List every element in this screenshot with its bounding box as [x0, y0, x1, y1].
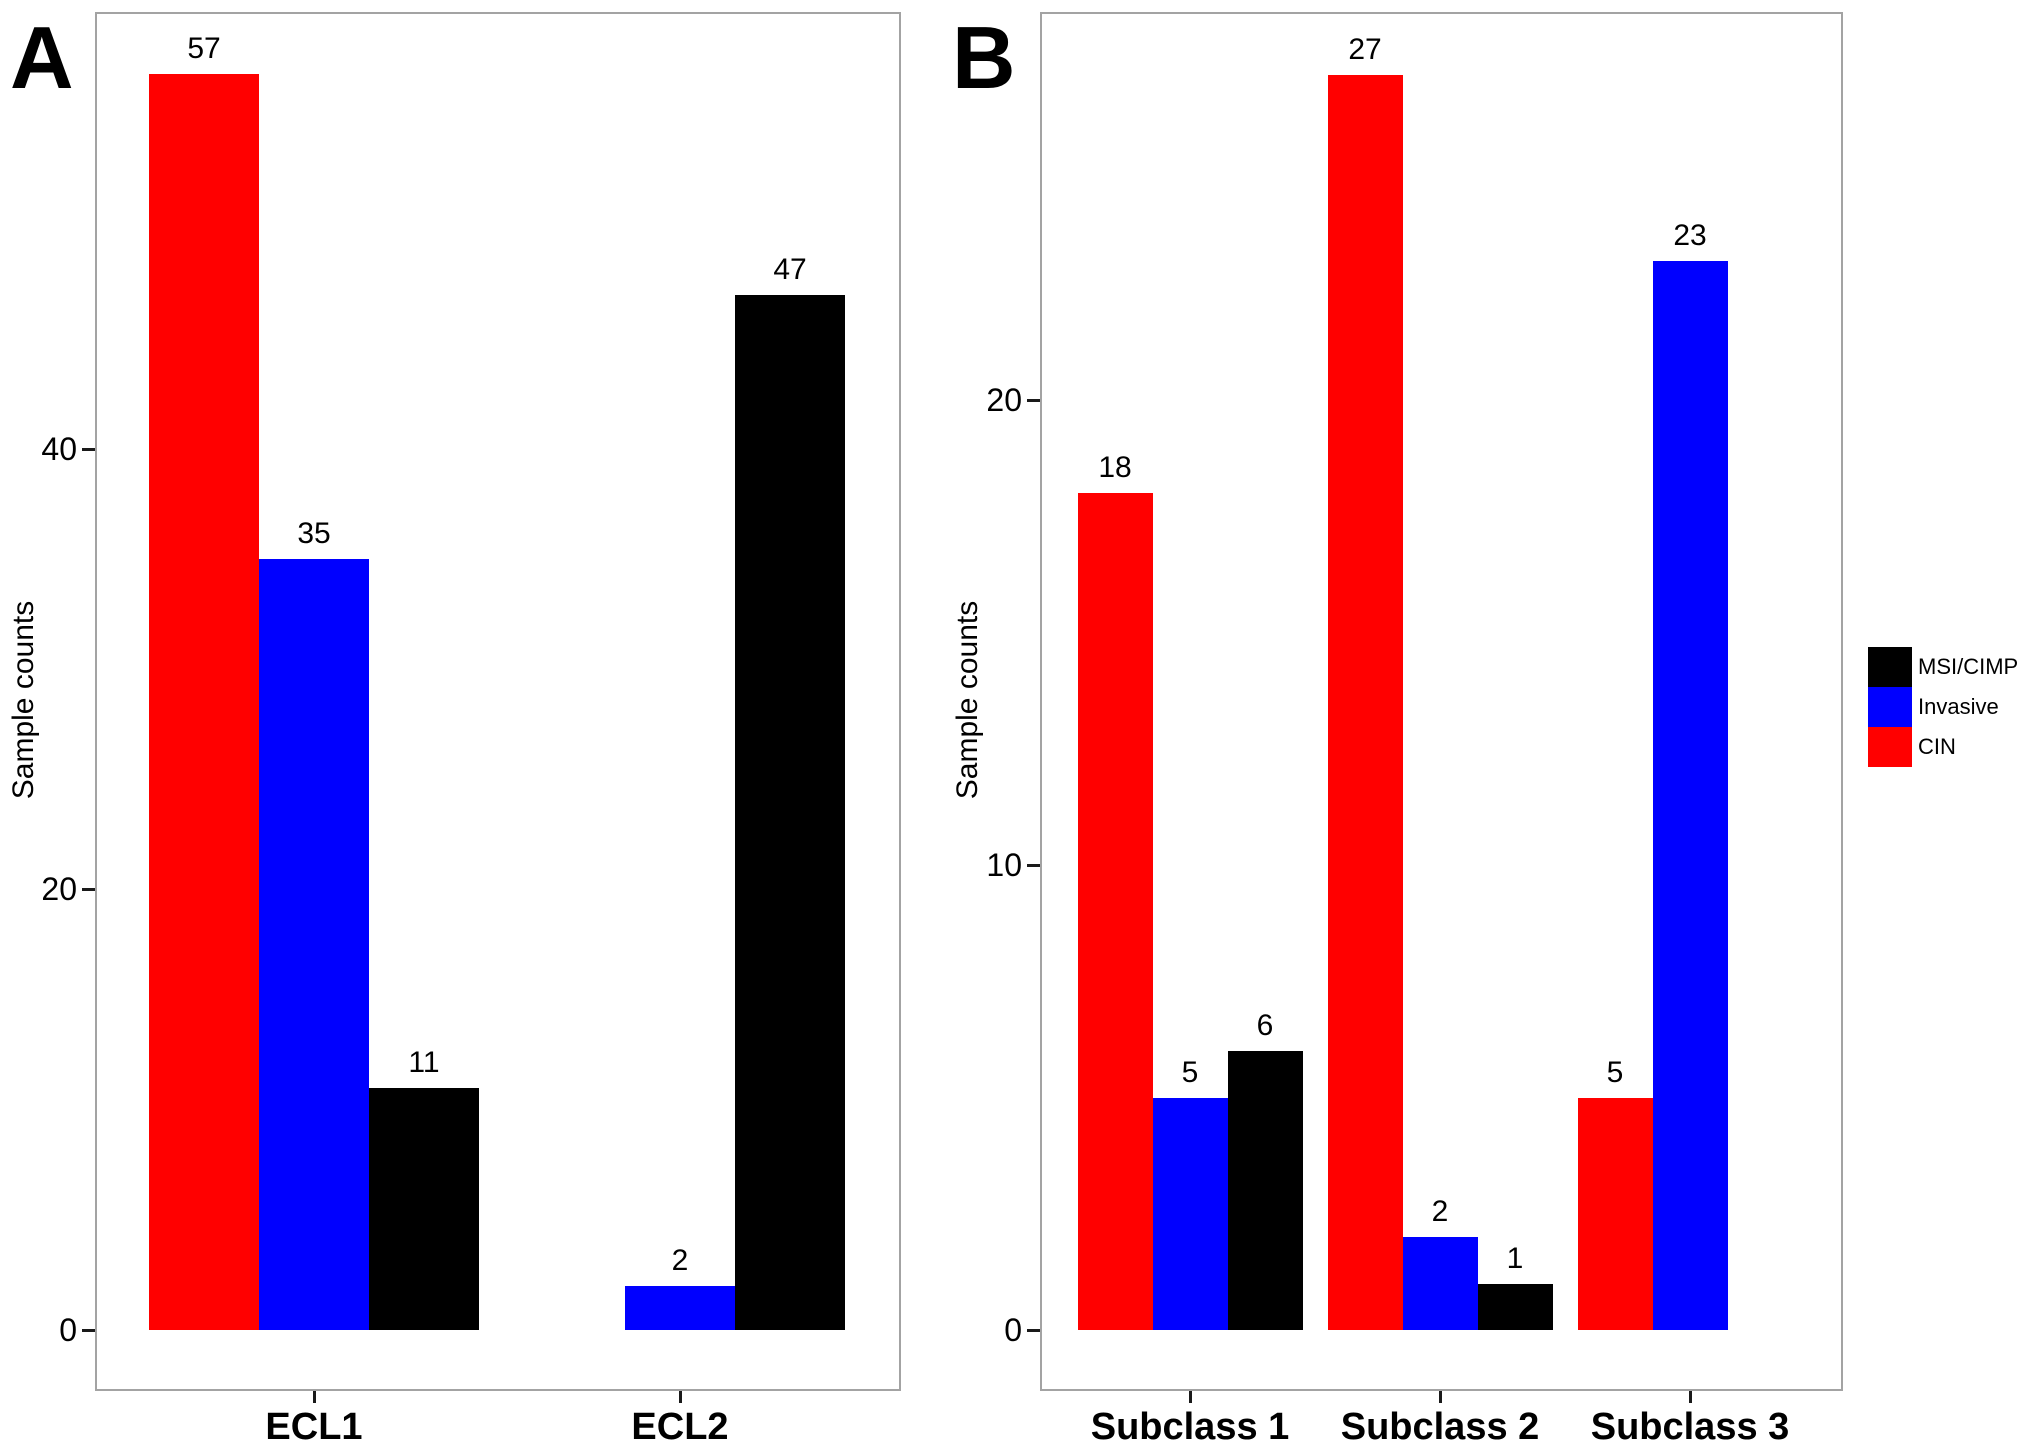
panel-a-y-tick-mark: [82, 447, 95, 451]
bar-subclass-1-msi-cimp: [1227, 1051, 1303, 1330]
bar-subclass-1-cin: [1077, 493, 1153, 1330]
bar-value-label-subclass-1-msi-cimp: 6: [1256, 1009, 1274, 1042]
legend-label-cin: CIN: [1918, 734, 1956, 759]
bar-ecl1-invasive: [259, 558, 369, 1330]
bar-subclass-1-invasive: [1152, 1097, 1228, 1330]
panel-a-y-tick-label: 0: [59, 1312, 77, 1348]
bar-value-label-subclass-3-cin: 5: [1606, 1055, 1624, 1089]
bar-ecl2-invasive: [625, 1285, 735, 1330]
panel-b-y-tick-label: 20: [986, 382, 1022, 418]
bar-value-label-ecl2-msi-cimp: 47: [773, 252, 807, 286]
bar-subclass-3-cin: [1577, 1097, 1653, 1330]
panel-a-x-tick-mark: [313, 1391, 316, 1403]
panel-b-y-tick-mark: [1027, 1329, 1040, 1332]
bar-value-label-ecl2-invasive: 2: [671, 1243, 689, 1277]
panel-a-y-tick-mark: [82, 1329, 95, 1332]
legend-swatch-invasive: [1868, 687, 1912, 727]
bar-subclass-3-invasive: [1652, 260, 1728, 1330]
bar-ecl1-cin: [149, 74, 259, 1330]
bar-value-label-ecl1-msi-cimp: 11: [408, 1045, 440, 1079]
panel-b-y-tick-label: 10: [986, 847, 1022, 883]
bar-ecl1-msi-cimp: [369, 1087, 479, 1330]
legend-label-invasive: Invasive: [1918, 694, 1999, 719]
panel-b-y-tick-mark: [1027, 864, 1040, 867]
panel-a-plot-area: [95, 12, 901, 1391]
panel-b-y-tick-mark: [1027, 399, 1040, 402]
panel-a-y-tick-label: 40: [41, 430, 77, 467]
panel-b-x-category-label-subclass-2: Subclass 2: [1340, 1406, 1540, 1448]
panel-b-x-tick-mark: [1189, 1391, 1192, 1403]
panel-b-y-tick-label: 0: [1004, 1312, 1022, 1348]
panel-a-y-tick-mark: [82, 888, 95, 892]
panel-a-y-tick-label: 20: [41, 871, 77, 908]
panel-b-letter: B: [952, 8, 1016, 107]
legend-swatch-cin: [1868, 727, 1912, 767]
bar-subclass-2-cin: [1327, 74, 1403, 1330]
bar-value-label-subclass-2-msi-cimp: 1: [1506, 1241, 1524, 1275]
bar-value-label-subclass-2-cin: 27: [1348, 32, 1382, 66]
bar-value-label-subclass-2-invasive: 2: [1431, 1195, 1449, 1228]
bar-value-label-subclass-1-invasive: 5: [1181, 1055, 1199, 1089]
panel-a-letter: A: [10, 8, 74, 107]
legend-label-msi-cimp: MSI/CIMP: [1918, 654, 2019, 679]
bar-value-label-ecl1-cin: 57: [187, 32, 221, 66]
panel-a-x-tick-mark: [679, 1391, 682, 1403]
panel-b-x-category-label-subclass-1: Subclass 1: [1090, 1406, 1290, 1448]
bar-value-label-ecl1-invasive: 35: [297, 516, 331, 550]
panel-b-x-tick-mark: [1689, 1391, 1692, 1403]
bar-value-label-subclass-3-invasive: 23: [1673, 218, 1707, 252]
panel-b-x-category-label-subclass-3: Subclass 3: [1590, 1406, 1790, 1448]
panel-b-x-tick-mark: [1439, 1391, 1442, 1403]
panel-a-ylabel: Sample counts: [7, 600, 40, 800]
panel-b-plot-area: [1040, 12, 1843, 1391]
panel-a-x-category-label-ecl1: ECL1: [265, 1406, 363, 1448]
bar-subclass-2-msi-cimp: [1477, 1283, 1553, 1330]
panel-a-x-category-label-ecl2: ECL2: [631, 1406, 729, 1448]
legend-swatch-msi-cimp: [1868, 647, 1912, 687]
bar-subclass-2-invasive: [1402, 1237, 1478, 1330]
panel-b-ylabel: Sample counts: [951, 600, 984, 800]
bar-ecl2-msi-cimp: [735, 294, 845, 1330]
bar-value-label-subclass-1-cin: 18: [1098, 451, 1132, 484]
